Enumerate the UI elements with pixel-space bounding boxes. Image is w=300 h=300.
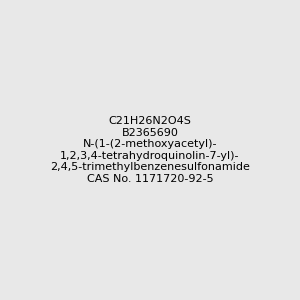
Text: C21H26N2O4S
B2365690
N-(1-(2-methoxyacetyl)-
1,2,3,4-tetrahydroquinolin-7-yl)-
2: C21H26N2O4S B2365690 N-(1-(2-methoxyacet… bbox=[50, 116, 250, 184]
